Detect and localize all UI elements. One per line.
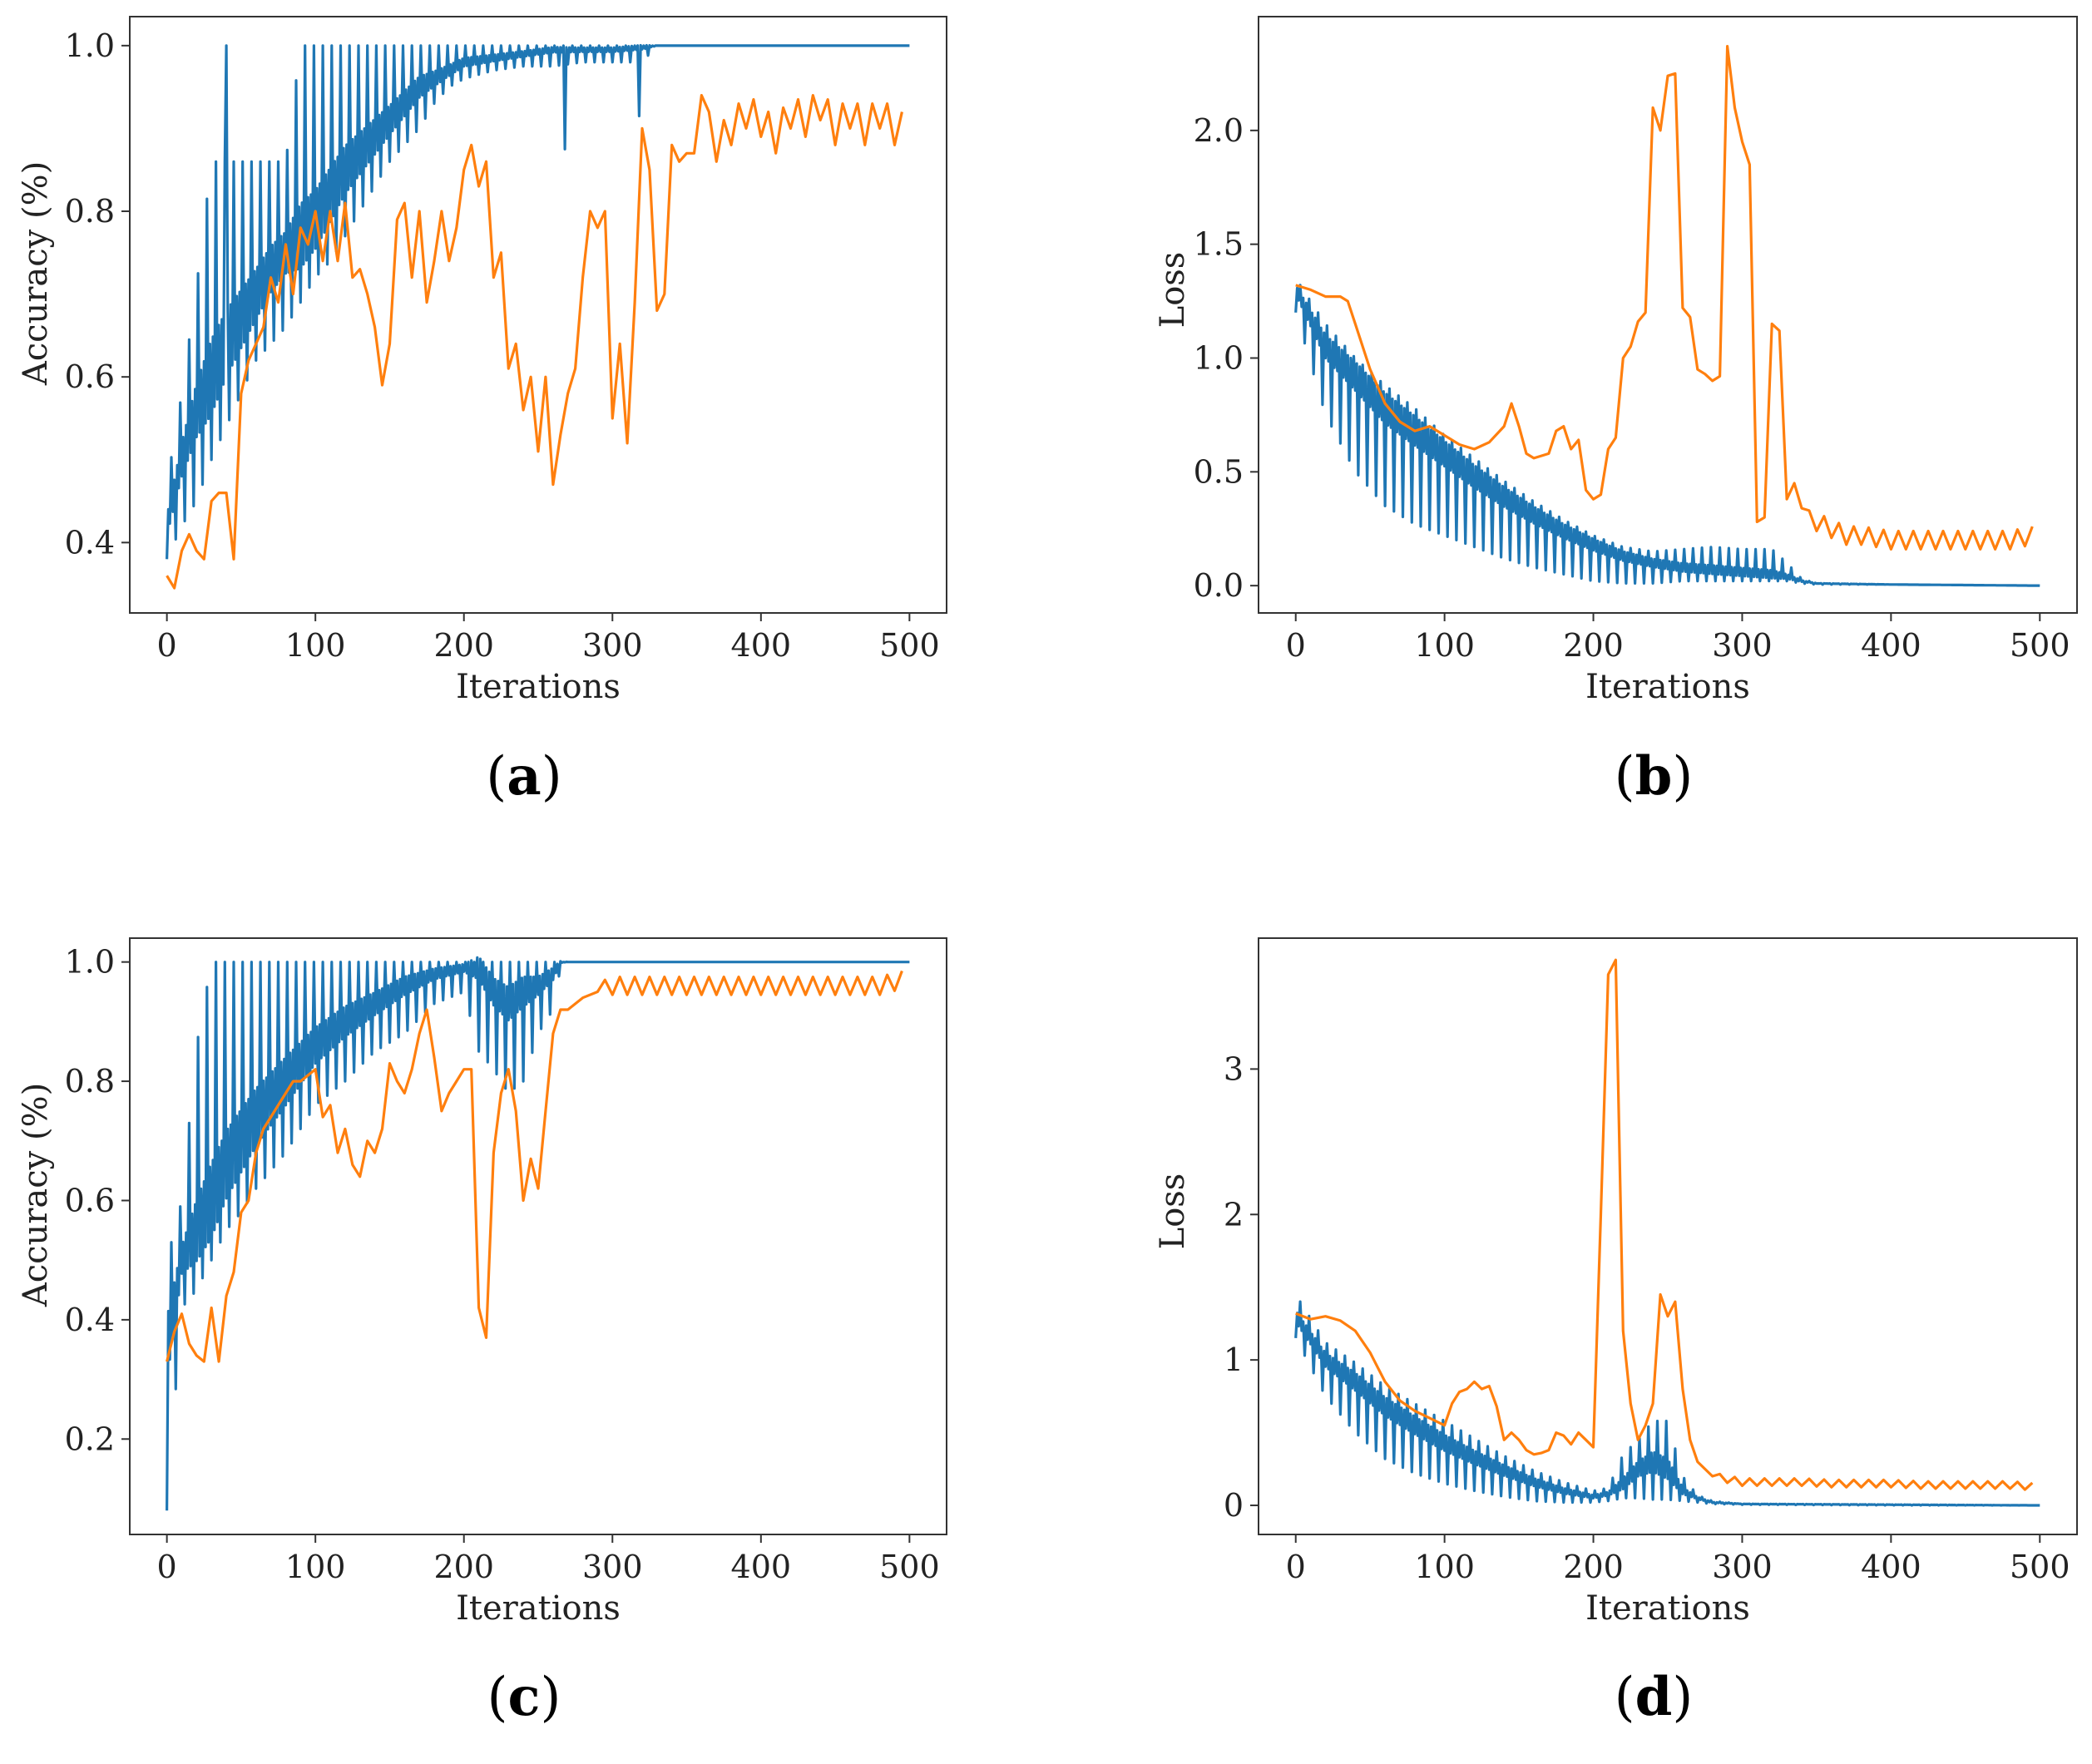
plots-layer: 0 100 200 300 400 5000.40.60.81.0IterationsAc… bbox=[17, 16, 2078, 1628]
y-tick-label-c-0.2: 0.2 bbox=[65, 1421, 115, 1457]
panel-label-c: (c) bbox=[487, 1666, 561, 1728]
x-axis-label-d: Iterations bbox=[1585, 1589, 1750, 1628]
y-tick-label-c-0.4: 0.4 bbox=[65, 1302, 115, 1338]
x-tick-label-a-400: 400 bbox=[731, 627, 792, 664]
x-axis-label-b: Iterations bbox=[1585, 668, 1750, 706]
y-tick-label-d-1: 1 bbox=[1224, 1342, 1244, 1378]
series-line-a-orange bbox=[166, 94, 903, 590]
x-tick-label-d-0: 0 bbox=[1286, 1549, 1306, 1585]
x-tick-label-c-400: 400 bbox=[731, 1549, 792, 1585]
chart-panel-b: 0 100 200 300 400 500 0.0 0.5 1.0 1.5 2.0 Iteration… bbox=[1154, 16, 2078, 706]
y-tick-label-b-0.5: 0.5 bbox=[1194, 453, 1244, 490]
axes-frame-b bbox=[1258, 16, 2078, 614]
y-tick-label-d-3: 3 bbox=[1224, 1050, 1244, 1087]
x-tick-label-d-400: 400 bbox=[1861, 1549, 1921, 1585]
x-axis-label-a: Iterations bbox=[456, 668, 621, 706]
x-tick-label-d-100: 100 bbox=[1414, 1549, 1475, 1585]
panel-label-a: (a) bbox=[486, 745, 561, 808]
x-tick-label-b-100: 100 bbox=[1414, 627, 1475, 664]
x-tick-label-c-200: 200 bbox=[433, 1549, 494, 1585]
y-axis-label-a: Accuracy (%) bbox=[17, 161, 55, 386]
x-tick-label-b-500: 500 bbox=[2010, 627, 2070, 664]
chart-panel-a: 0 100 200 300 400 500 0.4 0.6 0.8 1.0 Iterations Ac… bbox=[17, 16, 947, 706]
series-line-d-blue bbox=[1294, 1300, 2040, 1507]
x-tick-label-a-200: 200 bbox=[433, 627, 494, 664]
x-tick-label-c-300: 300 bbox=[582, 1549, 643, 1585]
x-tick-label-c-0: 0 bbox=[157, 1549, 177, 1585]
chart-panel-d: 0 100 200 300 400 500 0 1 2 3 Iterations Loss bbox=[1154, 937, 2078, 1628]
panel-letter-c: c bbox=[508, 1666, 541, 1728]
y-tick-label-d-0: 0 bbox=[1224, 1487, 1244, 1524]
y-tick-label-a-0.6: 0.6 bbox=[65, 358, 115, 395]
y-tick-label-d-2: 2 bbox=[1224, 1196, 1244, 1233]
y-tick-label-c-1: 1.0 bbox=[65, 944, 115, 981]
x-tick-label-a-500: 500 bbox=[879, 627, 940, 664]
x-tick-label-b-200: 200 bbox=[1563, 627, 1624, 664]
y-tick-label-a-1: 1.0 bbox=[65, 27, 115, 64]
panel-label-b: (b) bbox=[1615, 745, 1694, 808]
y-tick-label-b-1.5: 1.5 bbox=[1194, 226, 1244, 263]
y-tick-label-a-0.4: 0.4 bbox=[65, 524, 115, 561]
y-tick-label-a-0.8: 0.8 bbox=[65, 193, 115, 230]
axes-frame-c bbox=[129, 937, 947, 1535]
x-tick-label-a-0: 0 bbox=[157, 627, 177, 664]
y-axis-label-b: Loss bbox=[1154, 252, 1192, 329]
x-tick-label-a-100: 100 bbox=[285, 627, 346, 664]
y-tick-label-b-2: 2.0 bbox=[1194, 112, 1244, 149]
x-tick-label-d-200: 200 bbox=[1563, 1549, 1624, 1585]
axes-frame-a bbox=[129, 16, 947, 614]
x-tick-label-c-500: 500 bbox=[879, 1549, 940, 1585]
x-tick-label-b-300: 300 bbox=[1712, 627, 1773, 664]
series-line-a-blue bbox=[166, 43, 910, 560]
y-tick-label-c-0.8: 0.8 bbox=[65, 1063, 115, 1099]
y-tick-label-c-0.6: 0.6 bbox=[65, 1182, 115, 1218]
y-axis-label-d: Loss bbox=[1154, 1174, 1192, 1250]
x-tick-label-a-300: 300 bbox=[582, 627, 643, 664]
panel-letter-a: a bbox=[507, 745, 541, 808]
series-line-b-blue bbox=[1294, 284, 2040, 587]
x-tick-label-d-300: 300 bbox=[1712, 1549, 1773, 1585]
series-line-c-orange bbox=[166, 970, 903, 1363]
x-tick-label-c-100: 100 bbox=[285, 1549, 346, 1585]
y-tick-label-b-0: 0.0 bbox=[1194, 567, 1244, 604]
series-line-d-orange bbox=[1295, 958, 2034, 1491]
x-axis-label-c: Iterations bbox=[456, 1589, 621, 1628]
y-axis-label-c: Accuracy (%) bbox=[17, 1083, 55, 1307]
panel-letter-d: d bbox=[1635, 1666, 1673, 1728]
y-tick-label-b-1: 1.0 bbox=[1194, 339, 1244, 376]
x-tick-label-b-400: 400 bbox=[1861, 627, 1921, 664]
x-tick-label-b-0: 0 bbox=[1286, 627, 1306, 664]
panel-letter-b: b bbox=[1635, 745, 1673, 808]
x-tick-label-d-500: 500 bbox=[2010, 1549, 2070, 1585]
panel-label-d: (d) bbox=[1615, 1666, 1694, 1728]
chart-panel-c: 0 100 200 300 400 500 0.2 0.4 0.6 0.8 1.0 Iteration… bbox=[17, 937, 947, 1628]
series-line-b-orange bbox=[1295, 45, 2034, 551]
axes-frame-d bbox=[1258, 937, 2078, 1535]
